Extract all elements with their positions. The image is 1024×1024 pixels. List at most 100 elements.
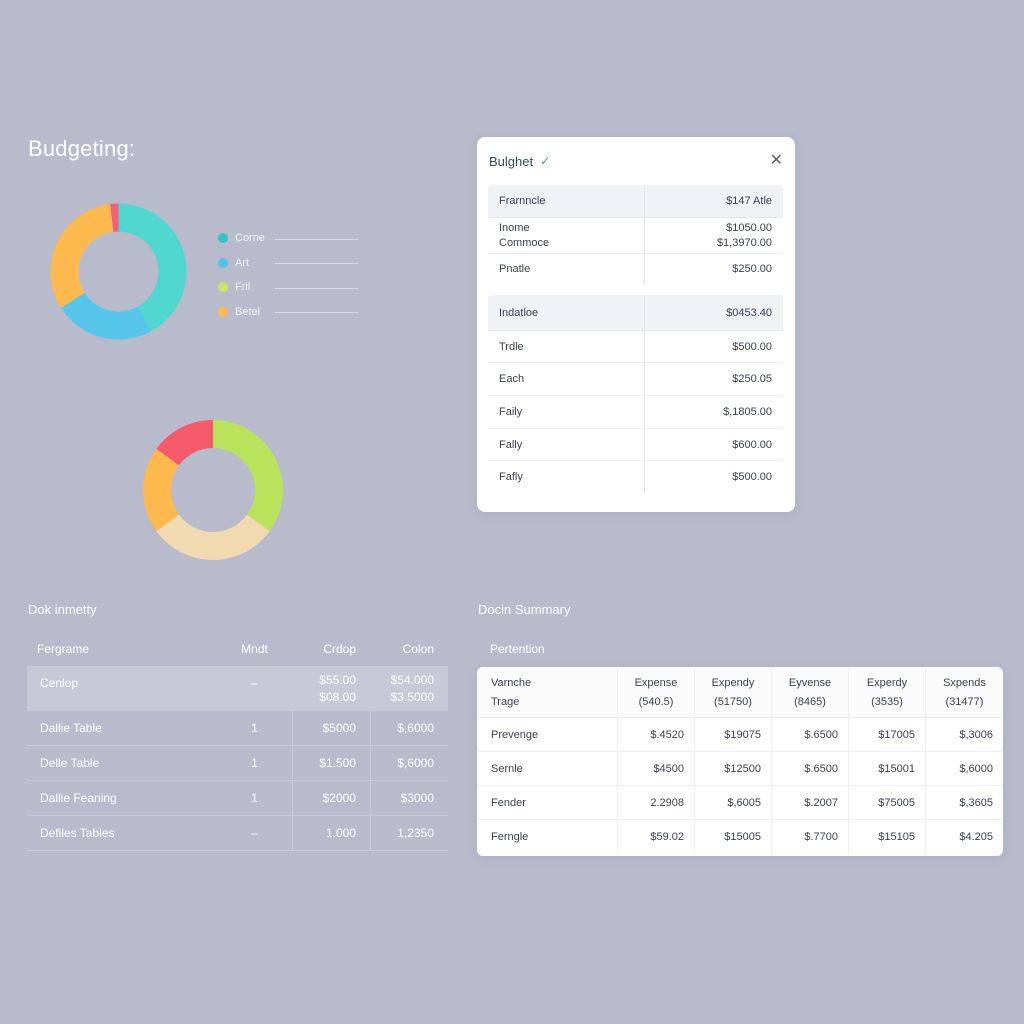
table-cell: Dallie Feaning (40, 791, 117, 805)
donut-segment (118, 203, 187, 332)
table-cell: $59.02 (617, 820, 694, 854)
budget-row-label: Inome Commoce (488, 218, 645, 253)
table-cell: – (251, 676, 258, 690)
legend-divider (275, 238, 358, 240)
table-cell: $.6500 (771, 752, 848, 785)
column-header[interactable]: Mndt (241, 642, 268, 656)
table-cell: Cenlop (40, 676, 79, 690)
budget-header-label: Indatloe (488, 295, 645, 330)
summary-subtitle: Pertention (490, 642, 545, 656)
table-cell: $15105 (848, 820, 925, 854)
budget-panel: Bulghet ✓ ✕ Frarnncle $147 Atle Inome Co… (477, 137, 795, 512)
table-cell: $17005 (848, 718, 925, 751)
table-cell: $3000 (370, 781, 448, 815)
column-header[interactable]: Experdy (3535) (848, 667, 925, 717)
budget-row-label-line: Commoce (499, 237, 550, 249)
budget-row-value: $1050.00 $1,3970.00 (645, 218, 783, 253)
table-row[interactable]: Prevenge $.4520 $19075 $.6500 $17005 $,3… (477, 718, 1003, 752)
budget-section-header: Indatloe $0453.40 (488, 295, 783, 331)
legend-label: Art (235, 256, 250, 269)
table-cell: 2.2908 (617, 786, 694, 819)
legend-divider (275, 287, 358, 289)
budget-row-value: $500.00 (732, 471, 772, 483)
column-header[interactable]: Sxpends (31477) (925, 667, 1003, 717)
budget-row-label: Each (488, 363, 645, 395)
budget-section-expenses: Indatloe $0453.40 Trdle $500.00 Each $25… (488, 295, 783, 493)
legend-dot-icon (218, 282, 228, 293)
budget-row-value: $,1805.00 (723, 406, 772, 418)
budget-row-value: $250.05 (732, 373, 772, 385)
budget-row[interactable]: Inome Commoce $1050.00 $1,3970.00 (488, 218, 783, 254)
table-cell: Dallie Table (40, 721, 102, 735)
legend-dot-icon (218, 257, 228, 268)
donut-segment (156, 514, 270, 560)
budget-row[interactable]: Pnatle $250.00 (488, 254, 783, 284)
table-row[interactable]: Cenlop – $55.00 $08.00 $54.000 $3.5000 (27, 666, 448, 711)
budget-header-label: Frarnncle (488, 185, 645, 217)
budget-section-header: Frarnncle $147 Atle (488, 185, 783, 218)
table-header-row: Fergrame Mndt Crdop Colon (27, 632, 448, 666)
page-title: Budgeting: (28, 136, 136, 161)
table-cell: $54.000 $3.5000 (390, 673, 434, 704)
summary-table: Varnche Trage Expense (540.5) Expendy (5175… (477, 667, 1003, 856)
budget-row-value-line: $1,3970.00 (716, 237, 772, 249)
table-cell: Delle Table (40, 756, 100, 770)
table-row[interactable]: Ferngle $59.02 $15005 $.7700 $15105 $4.2… (477, 820, 1003, 854)
table-cell: $2000 (292, 781, 370, 815)
table-cell: $75005 (848, 786, 925, 819)
donut-segment (143, 448, 180, 532)
donut-segment (213, 420, 283, 532)
budget-row-value: $250.00 (732, 263, 772, 275)
budget-row[interactable]: Faily $,1805.00 (488, 396, 783, 429)
table-row[interactable]: Fender 2.2908 $,6005 $.2007 $75005 $,360… (477, 786, 1003, 820)
donut-segment (156, 420, 213, 466)
summary-title: Docin Summary (478, 602, 571, 617)
close-icon[interactable]: ✕ (769, 152, 783, 169)
budget-panel-title: Bulghet (489, 153, 534, 169)
table-cell: $,6000 (925, 752, 1003, 785)
budget-row-label: Fafly (488, 461, 645, 493)
column-header[interactable]: Crdop (323, 642, 356, 656)
table-cell: Sernle (491, 762, 523, 775)
table-cell: Prevenge (491, 728, 539, 741)
donut-segment (50, 204, 114, 308)
legend-dot-icon (218, 306, 228, 317)
column-header[interactable]: Expense (540.5) (617, 667, 694, 717)
table-cell: Defiles Tables (40, 826, 115, 840)
budget-row[interactable]: Fally $600.00 (488, 429, 783, 461)
column-header[interactable]: Fergrame (37, 642, 90, 656)
table-cell: $19075 (694, 718, 771, 751)
table-cell: 1,2350 (370, 816, 448, 850)
table-cell: $15005 (694, 820, 771, 854)
budget-row-label: Trdle (488, 331, 645, 362)
table-row[interactable]: Dallie Table 1 $5000 $,6000 (27, 711, 448, 746)
column-header[interactable]: Expendy (51750) (694, 667, 771, 717)
column-header[interactable]: Varnche Trage (491, 676, 532, 708)
budget-row-label: Fally (488, 429, 645, 460)
table-cell: $1.500 (292, 746, 370, 780)
inventory-table: Fergrame Mndt Crdop Colon Cenlop – $55.0… (27, 632, 448, 851)
table-row[interactable]: Delle Table 1 $1.500 $,6000 (27, 746, 448, 781)
table-row[interactable]: Sernle $4500 $12500 $.6500 $15001 $,6000 (477, 752, 1003, 786)
legend-item: Corne (218, 226, 358, 251)
table-cell: $,6000 (370, 711, 448, 745)
legend-label: Corne (235, 232, 265, 245)
column-header[interactable]: Colon (402, 642, 434, 656)
budget-row[interactable]: Trdle $500.00 (488, 331, 783, 363)
donut-segment (109, 203, 119, 232)
table-cell: $.2007 (771, 786, 848, 819)
budget-row-value: $600.00 (732, 438, 772, 451)
table-cell: $15001 (848, 752, 925, 785)
budget-row[interactable]: Fafly $500.00 (488, 461, 783, 493)
budget-row[interactable]: Each $250.05 (488, 363, 783, 396)
budget-panel-header: Bulghet ✓ ✕ (489, 151, 783, 171)
table-row[interactable]: Defiles Tables – 1.000 1,2350 (27, 816, 448, 851)
table-cell: 1 (251, 721, 258, 735)
column-header[interactable]: Eyvense (8465) (771, 667, 848, 717)
table-cell: $12500 (694, 752, 771, 785)
legend-label: Betel (235, 305, 261, 318)
table-row[interactable]: Dallie Feaning 1 $2000 $3000 (27, 781, 448, 816)
table-cell: $.4520 (617, 718, 694, 751)
legend-divider (275, 312, 358, 314)
donut-chart-top (50, 203, 187, 340)
